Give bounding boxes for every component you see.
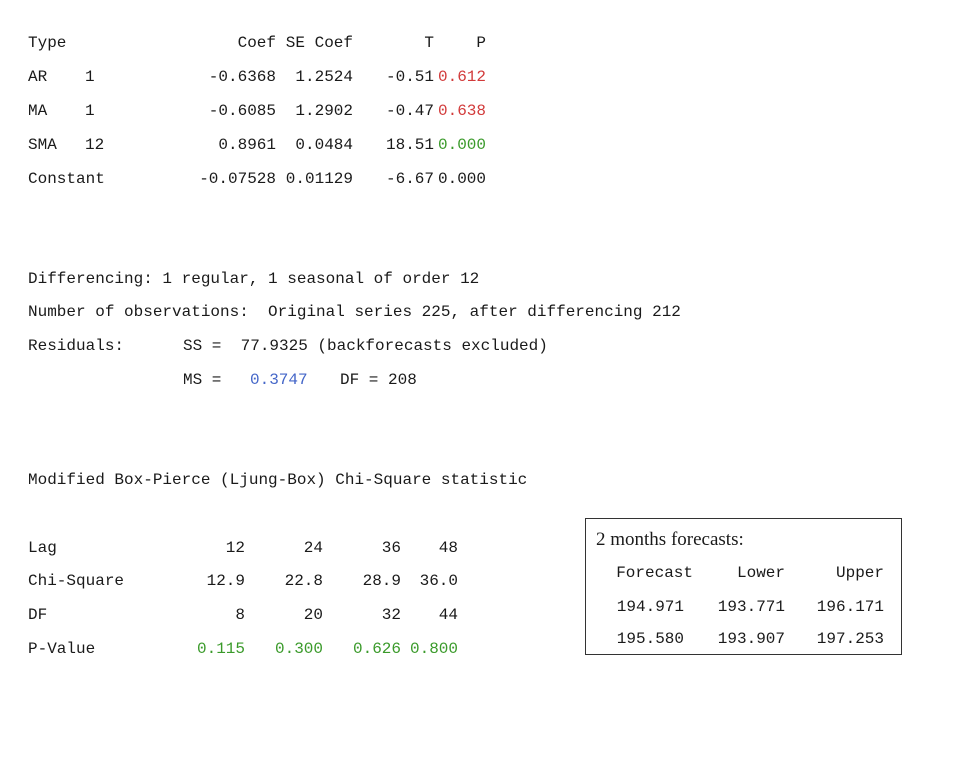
header-type: Type: [28, 34, 67, 52]
residuals-line: Residuals: SS = 77.9325 (backforecasts e…: [28, 336, 728, 356]
row-value: 36: [381, 539, 401, 557]
row-t: 18.51: [385, 136, 434, 154]
row-value: 22.8: [284, 572, 323, 590]
row-value: 8: [235, 606, 245, 624]
ljung-box-row: P-Value 0.115 0.300 0.626 0.800: [28, 639, 458, 659]
differencing-line: Differencing: 1 regular, 1 seasonal of o…: [28, 270, 480, 288]
row-coef: -0.6368: [208, 68, 276, 86]
ljung-box-row: DF 8 20 32 44: [28, 605, 458, 625]
row-value: 0.626: [352, 640, 401, 658]
row-label: Chi-Square: [28, 572, 125, 590]
row-type: Constant: [28, 170, 105, 188]
upper-value: 197.253: [816, 630, 884, 648]
row-value: 36.0: [419, 572, 458, 590]
forecast-value: 194.971: [616, 598, 684, 616]
row-coef: -0.6085: [208, 102, 276, 120]
header-se-coef: SE Coef: [285, 34, 353, 52]
coef-header-row: Type Coef SE Coef T P: [28, 33, 488, 53]
lower-value: 193.907: [717, 630, 785, 648]
row-t: -6.67: [385, 170, 434, 188]
ms-line: MS = 0.3747 DF = 208: [28, 370, 728, 390]
row-lag: 1: [85, 102, 95, 120]
header-t: T: [424, 34, 434, 52]
row-se: 1.2902: [295, 102, 353, 120]
ljung-box-title: Modified Box-Pierce (Ljung-Box) Chi-Squa…: [28, 471, 528, 489]
header-lower: Lower: [736, 564, 785, 582]
header-forecast: Forecast: [616, 564, 693, 582]
row-value: 20: [303, 606, 323, 624]
row-label: DF: [28, 606, 48, 624]
header-upper: Upper: [835, 564, 884, 582]
upper-value: 196.171: [816, 598, 884, 616]
ljung-box-row: Chi-Square 12.9 22.8 28.9 36.0: [28, 571, 458, 591]
row-value: 12.9: [206, 572, 245, 590]
observations-line: Number of observations: Original series …: [28, 303, 681, 321]
row-se: 1.2524: [295, 68, 353, 86]
row-t: -0.51: [385, 68, 434, 86]
ss-text: SS = 77.9325 (backforecasts excluded): [183, 337, 548, 355]
forecast-row: 194.971 193.771 196.171: [586, 597, 901, 617]
row-coef: -0.07528: [199, 170, 276, 188]
row-se: 0.0484: [295, 136, 353, 154]
row-value: 0.800: [409, 640, 458, 658]
row-label: P-Value: [28, 640, 96, 658]
forecast-value: 195.580: [616, 630, 684, 648]
forecast-header-row: Forecast Lower Upper: [586, 563, 901, 583]
row-p: 0.000: [437, 170, 486, 188]
row-value: 28.9: [362, 572, 401, 590]
row-value: 44: [438, 606, 458, 624]
forecast-box: 2 months forecasts: Forecast Lower Upper…: [585, 518, 902, 655]
coef-row: SMA 12 0.8961 0.0484 18.51 0.000: [28, 135, 488, 155]
ms-value: 0.3747: [250, 371, 308, 389]
row-label: Lag: [28, 539, 57, 557]
ms-label: MS =: [183, 371, 222, 389]
header-p: P: [476, 34, 486, 52]
lower-value: 193.771: [717, 598, 785, 616]
row-coef: 0.8961: [218, 136, 276, 154]
row-value: 0.300: [274, 640, 323, 658]
forecast-title: 2 months forecasts:: [596, 529, 744, 550]
forecast-row: 195.580 193.907 197.253: [586, 629, 901, 649]
coef-row: MA 1 -0.6085 1.2902 -0.47 0.638: [28, 101, 488, 121]
row-type: SMA: [28, 136, 57, 154]
ljung-box-row: Lag 12 24 36 48: [28, 538, 458, 558]
coef-row: Constant -0.07528 0.01129 -6.67 0.000: [28, 169, 488, 189]
row-value: 32: [381, 606, 401, 624]
residuals-label: Residuals:: [28, 337, 125, 355]
row-value: 24: [303, 539, 323, 557]
row-se: 0.01129: [285, 170, 353, 188]
row-type: AR: [28, 68, 48, 86]
row-value: 48: [438, 539, 458, 557]
row-value: 12: [225, 539, 245, 557]
coef-row: AR 1 -0.6368 1.2524 -0.51 0.612: [28, 67, 488, 87]
header-coef: Coef: [237, 34, 276, 52]
row-p: 0.612: [437, 68, 486, 86]
row-type: MA: [28, 102, 48, 120]
row-lag: 1: [85, 68, 95, 86]
df-text: DF = 208: [340, 371, 417, 389]
row-p: 0.000: [437, 136, 486, 154]
row-p: 0.638: [437, 102, 486, 120]
row-value: 0.115: [196, 640, 245, 658]
row-t: -0.47: [385, 102, 434, 120]
row-lag: 12: [85, 136, 105, 154]
